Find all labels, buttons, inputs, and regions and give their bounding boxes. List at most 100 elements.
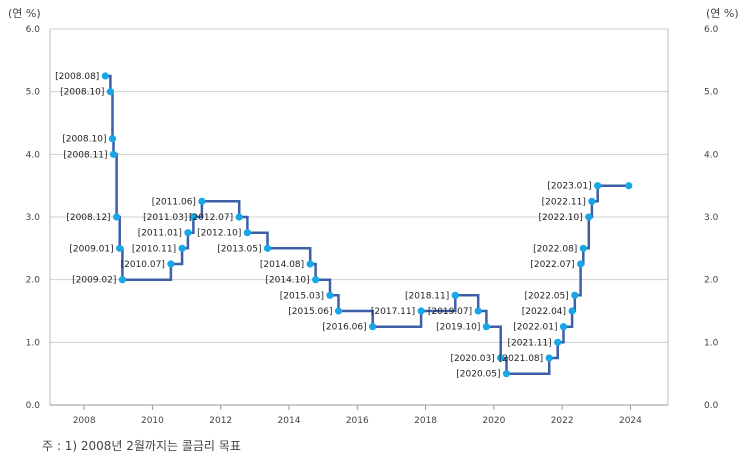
data-point: [625, 182, 633, 190]
data-point: [116, 244, 124, 252]
y-axis-left-unit: (연 %): [8, 7, 41, 20]
data-point: [263, 244, 272, 252]
data-point: [568, 307, 576, 315]
data-point: [576, 260, 585, 268]
y-tick-label-right: 6.0: [704, 25, 719, 35]
data-label: [2022.11]: [542, 197, 586, 207]
y-axis-left-ticks: 0.0 1.0 2.0 3.0 4.0 5.0 6.0: [26, 25, 41, 411]
data-point: [189, 213, 198, 221]
x-tick-label: 2012: [209, 416, 232, 426]
y-tick-label-right: 1.0: [704, 338, 719, 348]
data-point: [178, 244, 186, 252]
data-point: [306, 260, 314, 268]
data-point: [369, 323, 377, 331]
data-point: [109, 150, 118, 158]
data-point: [497, 354, 505, 362]
data-label: [2010.07]: [121, 260, 165, 270]
data-label: [2009.01]: [69, 244, 113, 254]
y-tick-label-left: 6.0: [26, 25, 41, 35]
data-point: [101, 72, 109, 80]
data-label: [2008.12]: [66, 213, 110, 223]
data-points: [101, 72, 633, 378]
x-tick-label: 2016: [346, 416, 369, 426]
data-label: [2014.08]: [260, 260, 304, 270]
data-label: [2022.05]: [525, 291, 569, 301]
data-label: [2013.05]: [217, 244, 261, 254]
data-label: [2022.04]: [522, 307, 566, 317]
data-point: [594, 182, 602, 190]
data-point: [243, 229, 251, 237]
x-tick-label: 2018: [414, 416, 437, 426]
data-label: [2020.03]: [450, 354, 494, 364]
x-axis-ticks: 2008 2010 2012 2014 2016 2018 2020 2022 2024: [73, 405, 642, 426]
series-line: [105, 74, 629, 375]
data-point: [451, 291, 459, 299]
data-point: [502, 370, 511, 378]
y-tick-label-right: 0.0: [704, 401, 719, 411]
x-tick-label: 2010: [141, 416, 164, 426]
data-label: [2008.08]: [55, 72, 99, 82]
data-label: [2022.10]: [539, 213, 583, 223]
data-label: [2008.11]: [63, 150, 107, 160]
data-label: [2020.05]: [456, 370, 500, 380]
y-tick-label-left: 0.0: [26, 401, 41, 411]
data-label: [2022.01]: [513, 323, 557, 333]
data-label: [2012.10]: [197, 229, 241, 239]
data-label: [2008.10]: [62, 135, 106, 145]
y-tick-label-left: 5.0: [26, 88, 41, 98]
data-label: [2022.08]: [533, 244, 577, 254]
data-point: [554, 338, 562, 346]
y-axis-right-ticks: 0.0 1.0 2.0 3.0 4.0 5.0 6.0: [704, 25, 719, 411]
data-label: [2011.06]: [152, 197, 196, 207]
data-point: [482, 323, 490, 331]
data-label: [2019.07]: [428, 307, 472, 317]
data-point: [334, 307, 343, 315]
data-point: [112, 213, 121, 221]
data-label: [2012.07]: [189, 213, 233, 223]
axes: [49, 29, 669, 406]
y-tick-label-left: 4.0: [26, 150, 41, 160]
data-point: [326, 291, 334, 299]
x-tick-label: 2024: [619, 416, 642, 426]
data-label: [2022.07]: [530, 260, 574, 270]
footnote: 주 : 1) 2008년 2월까지는 콜금리 목표: [42, 439, 241, 453]
y-tick-label-right: 5.0: [704, 88, 719, 98]
y-tick-label-right: 3.0: [704, 213, 719, 223]
data-point: [545, 354, 553, 362]
y-axis-right-unit: (연 %): [706, 7, 739, 20]
data-point: [108, 135, 117, 143]
data-label: [2019.10]: [436, 323, 480, 333]
data-point: [235, 213, 243, 221]
data-label: [2011.03]: [143, 213, 187, 223]
y-tick-label-left: 1.0: [26, 338, 41, 348]
x-tick-label: 2022: [551, 416, 574, 426]
data-label: [2009.02]: [72, 276, 116, 286]
data-label: [2021.08]: [499, 354, 543, 364]
data-point: [167, 260, 175, 268]
data-point: [417, 307, 425, 315]
data-point: [588, 197, 596, 205]
data-point: [585, 213, 593, 221]
data-point: [559, 323, 568, 331]
data-point: [118, 276, 126, 284]
data-label: [2021.11]: [507, 338, 551, 348]
data-point: [571, 291, 579, 299]
y-tick-label-right: 2.0: [704, 276, 719, 286]
data-point: [198, 197, 206, 205]
x-tick-label: 2020: [482, 416, 505, 426]
data-label: [2018.11]: [405, 291, 449, 301]
data-labels: [2008.08] [2008.10] [2008.10] [2008.11] [200…: [55, 72, 592, 380]
x-tick-label: 2014: [278, 416, 301, 426]
data-label: [2015.06]: [288, 307, 332, 317]
data-point: [474, 307, 482, 315]
data-label: [2010.11]: [132, 244, 176, 254]
data-point: [312, 276, 320, 284]
x-tick-label: 2008: [73, 416, 96, 426]
data-label: [2011.01]: [138, 229, 182, 239]
data-point: [106, 88, 115, 96]
data-label: [2008.10]: [60, 88, 104, 98]
data-label: [2023.01]: [547, 182, 591, 192]
data-label: [2016.06]: [322, 323, 366, 333]
y-tick-label-left: 2.0: [26, 276, 41, 286]
